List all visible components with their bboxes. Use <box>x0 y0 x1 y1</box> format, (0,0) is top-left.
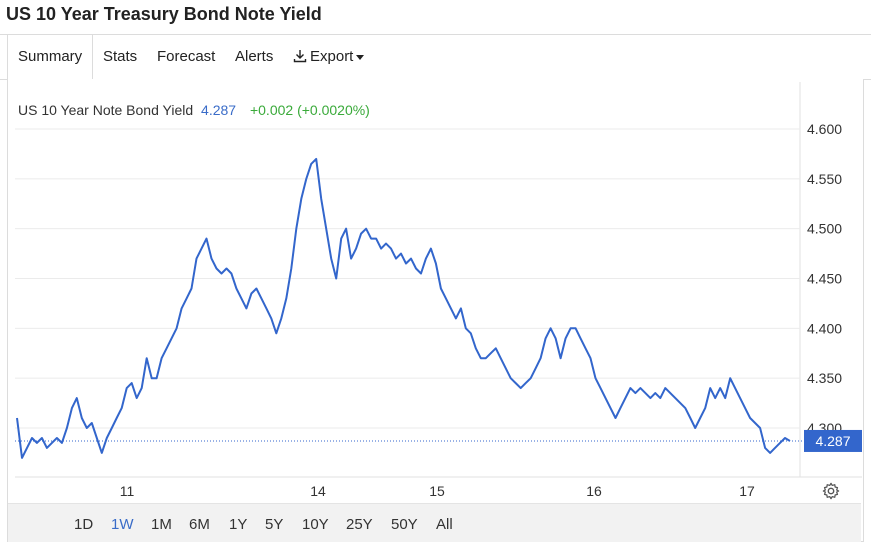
range-10y[interactable]: 10Y <box>302 516 329 533</box>
tab-summary[interactable]: Summary <box>7 35 94 80</box>
gear-icon[interactable] <box>822 482 840 500</box>
current-value-label: 4.287 <box>815 433 850 449</box>
range-1y[interactable]: 1Y <box>229 516 248 533</box>
y-tick-label: 4.500 <box>807 221 842 237</box>
range-50y[interactable]: 50Y <box>391 516 418 533</box>
x-tick-label: 14 <box>310 483 326 499</box>
range-1d[interactable]: 1D <box>74 516 94 533</box>
y-tick-label: 4.400 <box>807 320 842 336</box>
x-tick-label: 17 <box>739 483 755 499</box>
range-6m[interactable]: 6M <box>189 516 210 533</box>
tab-forecast[interactable]: Forecast <box>157 48 216 65</box>
chart-legend: US 10 Year Note Bond Yield 4.287 +0.002 … <box>18 102 370 118</box>
range-5y[interactable]: 5Y <box>265 516 284 533</box>
legend-change: +0.002 (+0.0020%) <box>249 102 370 118</box>
range-all[interactable]: All <box>436 516 453 533</box>
y-tick-label: 4.450 <box>807 271 842 287</box>
download-icon <box>293 50 307 63</box>
yield-series-line <box>16 157 791 459</box>
range-1w[interactable]: 1W <box>111 516 134 533</box>
tab-export[interactable]: Export <box>293 35 365 79</box>
legend-value: 4.287 <box>201 102 237 118</box>
export-label: Export <box>310 48 354 65</box>
x-tick-label: 16 <box>586 483 602 499</box>
caret-down-icon <box>356 54 365 60</box>
tab-alerts[interactable]: Alerts <box>235 48 274 65</box>
y-tick-label: 4.600 <box>807 121 842 137</box>
chart-panel <box>7 79 864 542</box>
range-1m[interactable]: 1M <box>151 516 172 533</box>
range-25y[interactable]: 25Y <box>346 516 373 533</box>
x-tick-label: 11 <box>120 483 135 499</box>
range-selector: 1D 1W 1M 6M 1Y 5Y 10Y 25Y 50Y All <box>8 503 861 542</box>
y-tick-label: 4.550 <box>807 171 842 187</box>
page-title: US 10 Year Treasury Bond Note Yield <box>6 4 322 24</box>
legend-series-name: US 10 Year Note Bond Yield <box>18 102 194 118</box>
current-value-badge <box>804 429 862 452</box>
y-tick-label: 4.350 <box>807 370 842 386</box>
x-tick-label: 15 <box>429 483 445 499</box>
tab-stats[interactable]: Stats <box>103 48 138 65</box>
